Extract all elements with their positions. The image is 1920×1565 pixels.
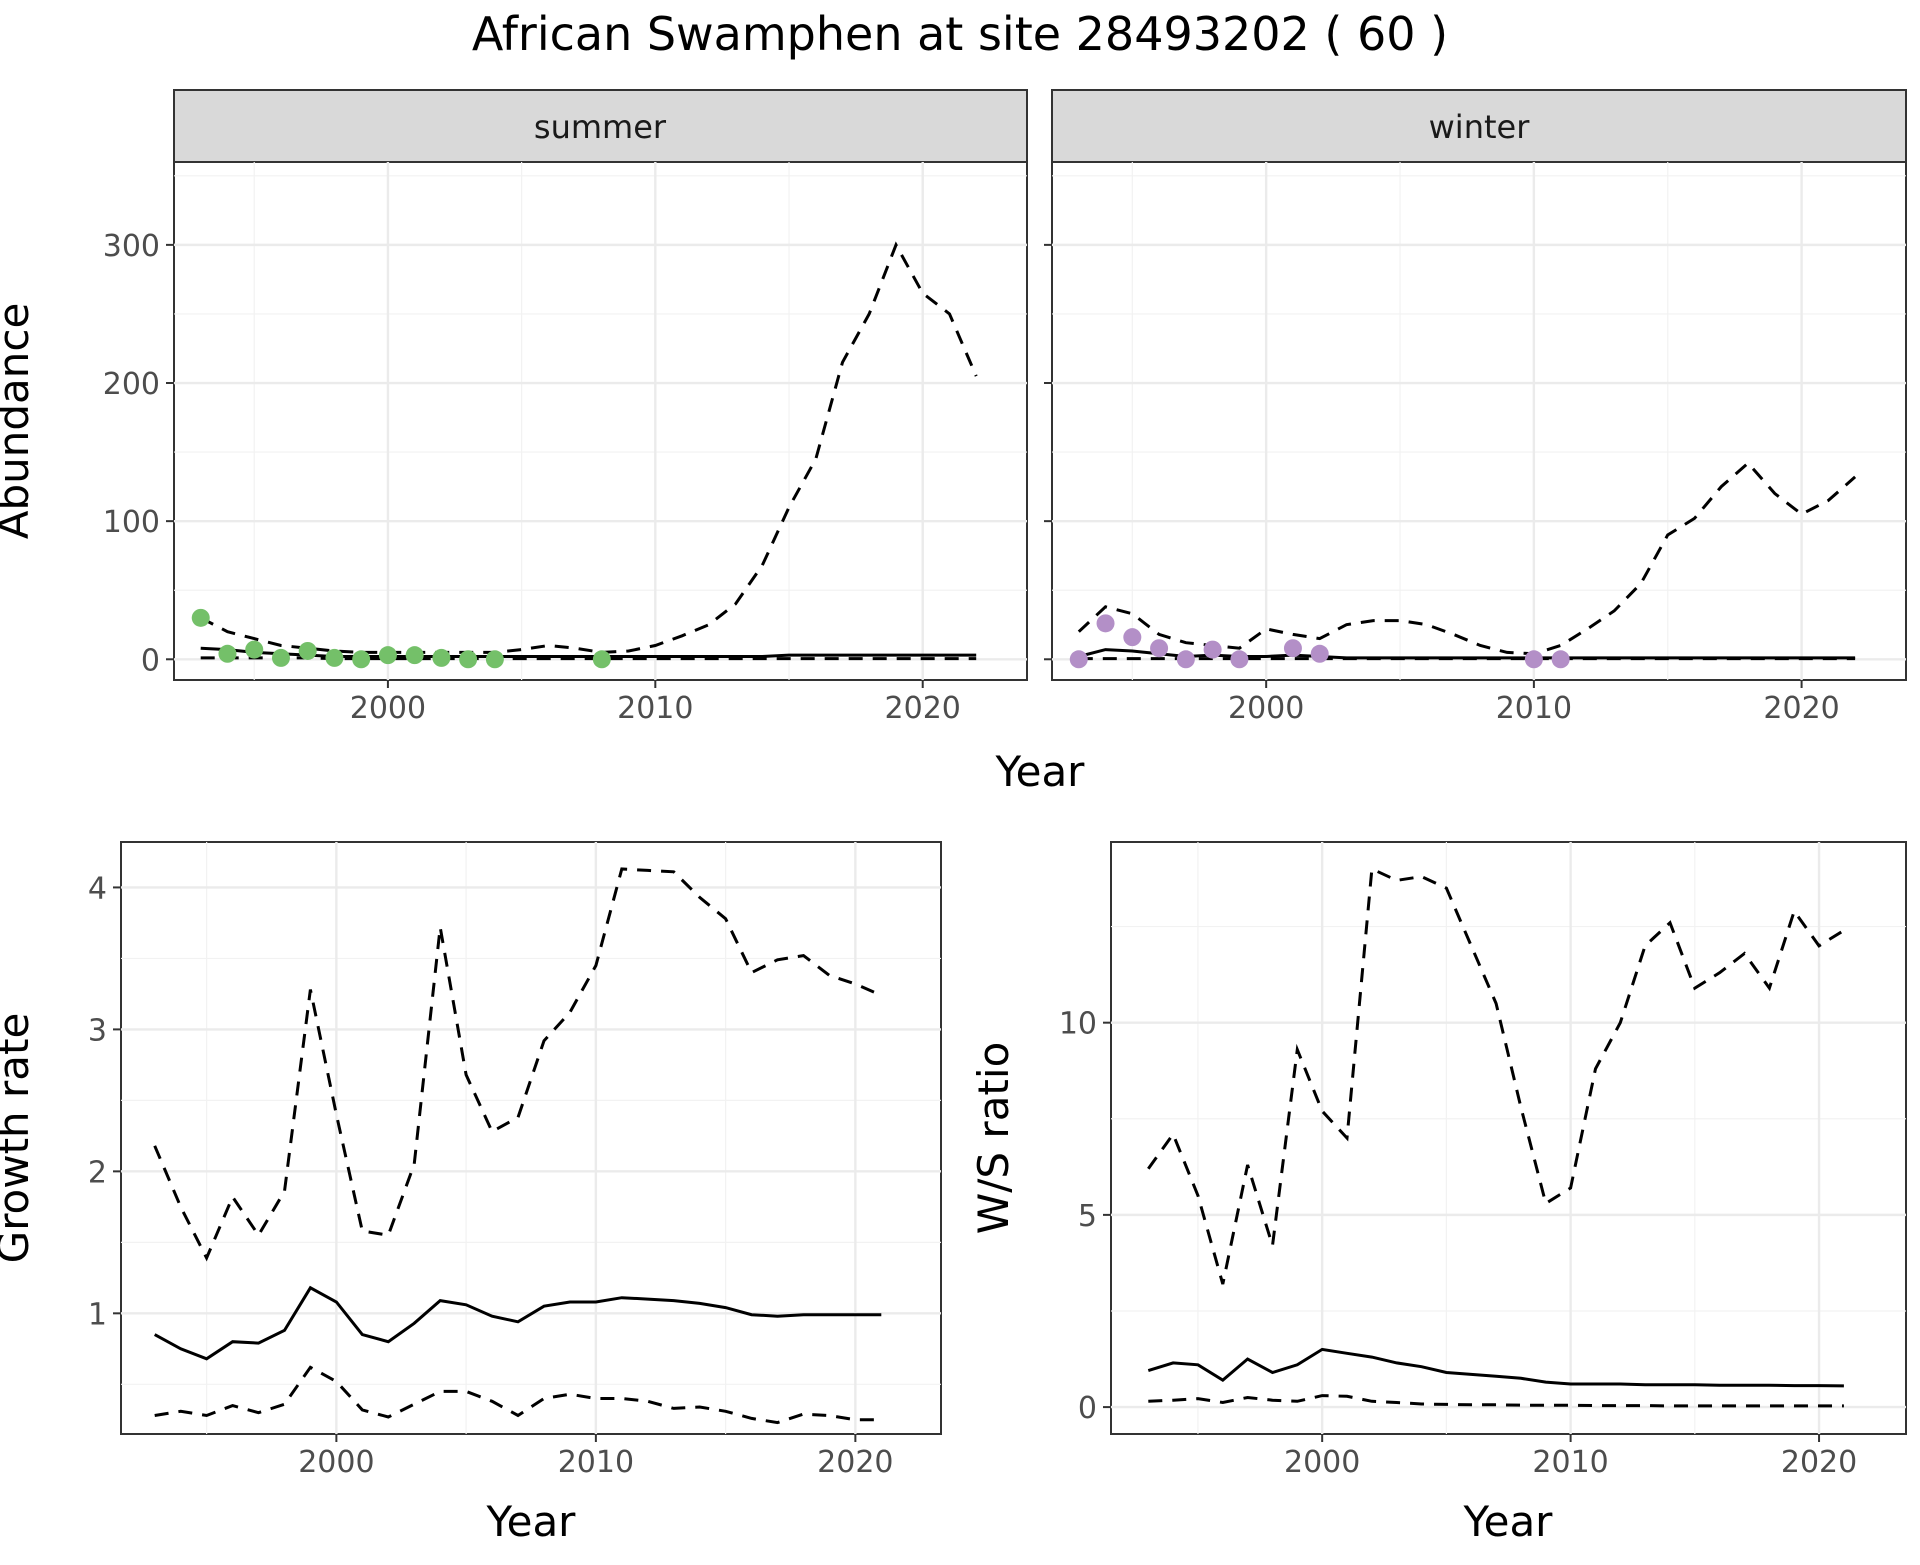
data-point: [245, 640, 264, 659]
y-axis-title-ratio: W/S ratio: [969, 1042, 1018, 1235]
series-summer: [191, 241, 978, 669]
ticks-summer: 2000 2010 2020 0 100 200 300: [103, 229, 961, 726]
data-point: [1524, 650, 1543, 669]
series-line-upper: [153, 867, 882, 1262]
data-point: [325, 648, 344, 667]
y-tick-label: 1: [88, 1297, 107, 1332]
series-line-lower: [1148, 1394, 1844, 1408]
series-growth: [153, 867, 882, 1425]
x-tick-label: 2010: [558, 1445, 634, 1480]
strip-summer-label: summer: [534, 108, 667, 146]
data-point: [271, 648, 290, 667]
x-tick-label: 2000: [1284, 1445, 1360, 1480]
y-tick-label: 300: [103, 229, 160, 264]
series-line-lower: [154, 1365, 882, 1425]
data-point: [1230, 650, 1249, 669]
x-tick-label: 2020: [885, 691, 961, 726]
data-point: [405, 646, 424, 665]
x-tick-label: 2000: [350, 691, 426, 726]
data-point: [218, 644, 237, 663]
series-line-fit: [1147, 1347, 1844, 1388]
x-tick-label: 2010: [1496, 691, 1572, 726]
panel-summer: summer 2000 2010 2020 0 100 200 300 Abundance: [0, 89, 1028, 726]
ticks-ratio: 2000 2010 2020 0 5 10: [1059, 1007, 1857, 1480]
y-tick-label: 3: [88, 1013, 107, 1048]
x-tick-label: 2020: [1763, 691, 1839, 726]
chart-title: African Swamphen at site 28493202 ( 60 ): [472, 7, 1448, 61]
x-tick-label: 2010: [1532, 1445, 1608, 1480]
data-point: [1123, 628, 1142, 647]
data-point: [1310, 644, 1329, 663]
data-point: [1150, 639, 1169, 658]
data-point: [1096, 614, 1115, 633]
x-axis-title-growth: Year: [486, 1497, 577, 1546]
y-tick-label: 5: [1078, 1199, 1097, 1234]
data-point: [352, 650, 371, 669]
y-tick-label: 4: [88, 871, 107, 906]
x-tick-label: 2000: [298, 1445, 374, 1480]
x-tick-label: 2010: [617, 691, 693, 726]
gridlines-ratio: [1111, 842, 1906, 1434]
data-point: [1176, 650, 1195, 669]
data-point: [459, 650, 478, 669]
strip-summer-background: [173, 89, 1028, 163]
panel-growth: 2000 2010 2020 1 2 3 4 Growth rate Year: [0, 841, 942, 1546]
y-tick-label: 0: [1078, 1391, 1097, 1426]
series-line-upper: [200, 241, 978, 654]
plot-area-ratio: [1110, 841, 1907, 1435]
plot-area-growth: [120, 841, 942, 1435]
data-point: [191, 608, 210, 627]
ticks-growth: 2000 2010 2020 1 2 3 4: [88, 871, 894, 1480]
ticks-winter: 2000 2010 2020: [1044, 243, 1840, 726]
data-point: [1551, 650, 1570, 669]
series-winter: [1069, 460, 1857, 669]
series-ratio: [1147, 866, 1845, 1408]
panel-ratio: 2000 2010 2020 0 5 10 W/S ratio Year: [969, 841, 1907, 1546]
series-line-fit: [153, 1285, 882, 1361]
data-point: [1203, 640, 1222, 659]
data-point: [432, 648, 451, 667]
y-axis-title-growth: Growth rate: [0, 1013, 38, 1264]
data-point: [592, 650, 611, 669]
x-tick-label: 2000: [1228, 691, 1304, 726]
series-line-upper: [1147, 866, 1845, 1285]
panel-winter: winter 2000 2010 2020: [1044, 89, 1907, 726]
y-tick-label: 2: [88, 1155, 107, 1190]
y-tick-label: 200: [103, 367, 160, 402]
plot-area-summer: [173, 161, 1028, 681]
x-axis-title-top: Year: [995, 747, 1086, 796]
data-point: [485, 650, 504, 669]
x-tick-label: 2020: [817, 1445, 893, 1480]
strip-winter-background: [1051, 89, 1907, 163]
plot-area-winter: [1051, 161, 1907, 681]
y-tick-label: 0: [141, 643, 160, 678]
gridlines-summer: [174, 162, 1027, 680]
data-point: [298, 641, 317, 660]
x-axis-title-ratio: Year: [1463, 1497, 1554, 1546]
y-tick-label: 10: [1059, 1007, 1097, 1042]
y-tick-label: 100: [103, 505, 160, 540]
strip-winter-label: winter: [1429, 108, 1531, 146]
data-point: [1069, 650, 1088, 669]
data-point: [378, 646, 397, 665]
y-axis-title-summer: Abundance: [0, 303, 38, 540]
x-tick-label: 2020: [1781, 1445, 1857, 1480]
data-point: [1283, 639, 1302, 658]
